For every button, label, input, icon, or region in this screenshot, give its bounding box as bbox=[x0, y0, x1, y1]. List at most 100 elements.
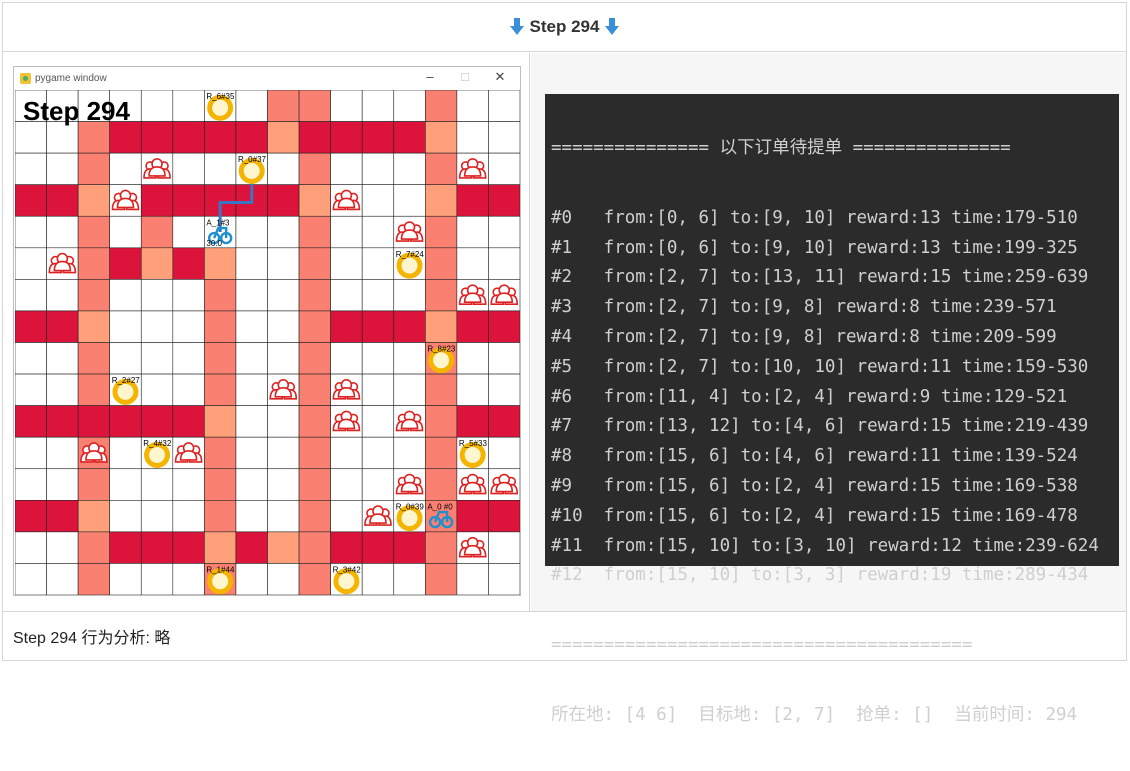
grid-cell bbox=[267, 247, 300, 280]
grid-cell bbox=[393, 310, 426, 343]
grid-cell bbox=[204, 373, 237, 406]
grid-cell bbox=[361, 436, 395, 470]
restaurant-marker[interactable]: R_8#23 bbox=[427, 345, 456, 374]
grid-cell bbox=[456, 184, 489, 217]
restaurant-marker[interactable]: R_5#33 bbox=[459, 439, 488, 468]
grid-cell bbox=[172, 279, 205, 312]
customer-icon bbox=[111, 189, 140, 211]
agent-value: 30.0 bbox=[206, 239, 222, 248]
courier-agent[interactable]: A_1#3 30.0 bbox=[206, 218, 233, 248]
grid-cell bbox=[172, 152, 205, 185]
grid-cell bbox=[361, 215, 395, 249]
grid-cell bbox=[267, 468, 300, 501]
grid-cell bbox=[488, 310, 521, 343]
restaurant-marker[interactable]: R_6#35 bbox=[206, 92, 235, 121]
grid-cell bbox=[204, 247, 237, 280]
grid-cell bbox=[77, 405, 110, 438]
scooter-icon bbox=[207, 226, 233, 245]
grid-cell bbox=[267, 279, 300, 312]
minimize-button[interactable]: – bbox=[426, 69, 434, 84]
grid-cell bbox=[172, 373, 205, 406]
grid-cell bbox=[140, 89, 174, 122]
grid-cell bbox=[425, 121, 458, 154]
grid-cell bbox=[393, 531, 426, 564]
grid-cell bbox=[14, 184, 47, 217]
grid-cell bbox=[488, 500, 521, 533]
grid-cell bbox=[393, 373, 426, 406]
order-row: #10 from:[15, 6] to:[2, 4] reward:15 tim… bbox=[551, 505, 1078, 526]
courier-agent[interactable]: A_0 #0 bbox=[427, 502, 454, 529]
grid-cell bbox=[77, 279, 110, 312]
order-row: #8 from:[15, 6] to:[4, 6] reward:11 time… bbox=[551, 446, 1078, 467]
analysis-text: Step 294 行为分析: 略 bbox=[13, 630, 171, 647]
order-row: #6 from:[11, 4] to:[2, 4] reward:9 time:… bbox=[551, 386, 1068, 407]
grid-cell bbox=[267, 500, 300, 533]
restaurant-label: R_2#27 bbox=[112, 376, 141, 385]
grid-cell bbox=[267, 152, 300, 185]
grid-cell bbox=[267, 531, 300, 564]
grid-cell bbox=[77, 247, 110, 280]
analysis-footer: Step 294 行为分析: 略 bbox=[3, 611, 1126, 660]
grid-cell bbox=[109, 342, 142, 375]
grid-cell bbox=[425, 89, 458, 122]
grid-cell bbox=[14, 563, 47, 596]
restaurant-label: R_3#42 bbox=[333, 565, 362, 574]
grid-cell bbox=[140, 500, 174, 533]
grid-cell bbox=[361, 279, 395, 312]
grid-cell bbox=[361, 89, 395, 122]
grid-cell bbox=[235, 500, 268, 533]
customer-icon bbox=[143, 158, 171, 179]
grid-cell bbox=[330, 121, 363, 154]
grid-cell bbox=[77, 468, 110, 501]
restaurant-marker[interactable]: R_1#44 bbox=[206, 565, 235, 595]
restaurant-marker[interactable]: R_0#39 bbox=[396, 502, 425, 532]
restaurant-label: R_8#23 bbox=[427, 345, 456, 354]
grid-cell bbox=[330, 531, 363, 564]
grid-cell bbox=[140, 342, 174, 375]
grid-cell bbox=[46, 563, 79, 596]
grid-cell bbox=[14, 152, 47, 185]
grid-cell bbox=[109, 563, 142, 596]
customer-icon bbox=[332, 189, 361, 211]
grid-cell bbox=[14, 342, 47, 375]
grid-cell bbox=[235, 247, 268, 280]
grid-cell bbox=[14, 468, 47, 501]
grid-cell bbox=[298, 373, 331, 406]
grid-cell bbox=[204, 468, 237, 501]
grid-cell bbox=[109, 500, 142, 533]
grid-cell bbox=[77, 563, 110, 596]
order-row: #12 from:[15, 10] to:[3, 3] reward:19 ti… bbox=[551, 565, 1089, 586]
grid-cell bbox=[298, 89, 331, 122]
order-row: #5 from:[2, 7] to:[10, 10] reward:11 tim… bbox=[551, 356, 1089, 377]
restaurant-marker[interactable]: R_7#24 bbox=[396, 250, 425, 279]
grid-cell bbox=[172, 184, 205, 217]
grid-cell bbox=[109, 279, 142, 312]
grid-cell bbox=[109, 531, 142, 564]
grid-cell bbox=[109, 436, 142, 470]
game-canvas[interactable]: R_6#35 R_0#37 R_7#24 R_8#23 R_2#27 R_4#32 R_5#… bbox=[14, 89, 521, 596]
restaurant-label: R_5#33 bbox=[459, 439, 488, 448]
grid-cell bbox=[425, 215, 458, 249]
grid-cell bbox=[298, 436, 331, 470]
restaurant-marker[interactable]: R_2#27 bbox=[112, 376, 141, 405]
grid-cell bbox=[109, 247, 142, 280]
grid-cell bbox=[425, 184, 458, 217]
grid-cell bbox=[425, 563, 458, 596]
grid-cell bbox=[456, 215, 489, 249]
window-titlebar[interactable]: pygame window – □ ✕ bbox=[14, 67, 520, 89]
order-row: #0 from:[0, 6] to:[9, 10] reward:13 time… bbox=[551, 207, 1078, 228]
restaurant-marker[interactable]: R_3#42 bbox=[333, 565, 362, 595]
restaurant-marker[interactable]: R_4#32 bbox=[143, 439, 172, 468]
grid-cell bbox=[298, 279, 331, 312]
grid-cell bbox=[298, 121, 331, 154]
restaurant-marker[interactable]: R_0#37 bbox=[238, 155, 267, 184]
grid-cell bbox=[109, 310, 142, 343]
grid-cell bbox=[14, 405, 47, 438]
grid-cell bbox=[488, 531, 521, 564]
close-button[interactable]: ✕ bbox=[494, 69, 506, 84]
grid-cell bbox=[172, 310, 205, 343]
grid-cell bbox=[456, 500, 489, 533]
maximize-button[interactable]: □ bbox=[461, 69, 469, 84]
grid-cell bbox=[298, 563, 331, 596]
grid-cell bbox=[172, 247, 205, 280]
